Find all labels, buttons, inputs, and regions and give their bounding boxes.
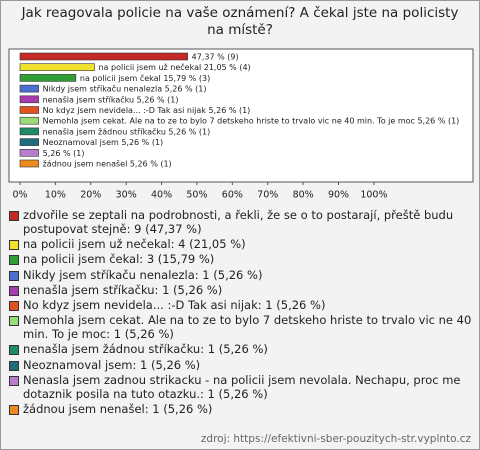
bar-value-label: žádnou jsem nenašel 5,26 % (1) bbox=[43, 159, 172, 169]
legend-item: Neoznamoval jsem: 1 (5,26 %) bbox=[9, 358, 475, 372]
legend-label: Neoznamoval jsem: 1 (5,26 %) bbox=[23, 357, 201, 372]
bar-value-label: 47,37 % (9) bbox=[192, 53, 239, 62]
bar bbox=[19, 95, 39, 104]
legend-label: nenašla jsem žádnou stříkačku: 1 (5,26 %… bbox=[23, 342, 268, 357]
bar bbox=[19, 74, 77, 82]
x-tick-label: 30% bbox=[116, 190, 137, 201]
legend-item: No kdyz jsem nevidela... :-D Tak asi nij… bbox=[9, 298, 475, 312]
x-tick-label: 90% bbox=[328, 190, 349, 201]
legend-label: Nenasla jsem zadnou strikacku - na polic… bbox=[23, 372, 461, 401]
bar bbox=[19, 138, 39, 146]
legend-label: na policii jsem čekal: 3 (15,79 %) bbox=[23, 252, 215, 267]
legend-item: nenašla jsem žádnou stříkačku: 1 (5,26 %… bbox=[9, 342, 475, 356]
legend-swatch bbox=[9, 375, 19, 386]
x-tick-label: 40% bbox=[151, 190, 172, 201]
source: zdroj: https://efektivni-sber-pouzitych-… bbox=[200, 433, 471, 445]
legend-item: nenašla jsem stříkačku: 1 (5,26 %) bbox=[9, 283, 475, 297]
legend: zdvořile se zeptali na podrobnosti, a ře… bbox=[9, 208, 475, 417]
chart: 0% 10% 20% 30% 40% 50% 60% 70% 80% 90% 100% 47,37 %… bbox=[8, 48, 474, 201]
legend-label: na policii jsem už nečekal: 4 (21,05 %) bbox=[23, 237, 246, 252]
bar bbox=[19, 116, 39, 125]
legend-swatch bbox=[9, 404, 19, 415]
legend-swatch bbox=[9, 316, 19, 327]
bar-value-label: No kdyz jsem nevidela... :-D Tak asi nij… bbox=[43, 106, 251, 115]
bar-value-label: 5,26 % (1) bbox=[43, 149, 85, 158]
x-tick-label: 20% bbox=[80, 190, 101, 201]
legend-item: Nikdy jsem stříkaču nenalezla: 1 (5,26 %… bbox=[9, 268, 475, 282]
x-tick-label: 50% bbox=[186, 190, 207, 201]
bar bbox=[19, 159, 39, 168]
legend-swatch bbox=[9, 360, 19, 371]
legend-swatch bbox=[9, 255, 19, 266]
bar-value-label: na policii jsem už nečekal 21,05 % (4) bbox=[98, 62, 250, 72]
legend-item: zdvořile se zeptali na podrobnosti, a ře… bbox=[9, 208, 475, 236]
bar bbox=[19, 127, 39, 136]
x-tick-label: 60% bbox=[222, 190, 243, 201]
legend-swatch bbox=[9, 345, 19, 356]
legend-item: Nenasla jsem zadnou strikacku - na polic… bbox=[9, 373, 475, 401]
bar bbox=[19, 52, 188, 61]
legend-item: na policii jsem už nečekal: 4 (21,05 %) bbox=[9, 237, 475, 251]
plot-area bbox=[8, 48, 474, 183]
legend-swatch bbox=[9, 240, 19, 251]
x-tick-label: 0% bbox=[12, 190, 27, 201]
x-tick-label: 100% bbox=[360, 190, 387, 201]
bar-value-label: nenašla jsem stříkačku 5,26 % (1) bbox=[43, 94, 179, 104]
bar-value-label: Neoznamoval jsem 5,26 % (1) bbox=[43, 138, 164, 147]
x-tick-label: 10% bbox=[45, 190, 66, 201]
legend-item: na policii jsem čekal: 3 (15,79 %) bbox=[9, 252, 475, 266]
bar bbox=[19, 106, 39, 114]
bar-value-label: na policii jsem čekal 15,79 % (3) bbox=[80, 73, 210, 83]
legend-label: žádnou jsem nenašel: 1 (5,26 %) bbox=[23, 401, 213, 416]
legend-swatch bbox=[9, 270, 19, 281]
x-tick-label: 80% bbox=[293, 190, 314, 201]
legend-label: Nemohla jsem cekat. Ale na to ze to bylo… bbox=[23, 313, 472, 342]
bar-value-label: nenašla jsem žádnou stříkačku 5,26 % (1) bbox=[43, 126, 211, 136]
legend-label: No kdyz jsem nevidela... :-D Tak asi nij… bbox=[23, 297, 326, 312]
legend-label: Nikdy jsem stříkaču nenalezla: 1 (5,26 %… bbox=[23, 267, 263, 282]
bar bbox=[19, 84, 39, 93]
legend-swatch bbox=[9, 300, 19, 311]
x-tick-label: 70% bbox=[257, 190, 278, 201]
legend-swatch bbox=[9, 211, 19, 221]
bar bbox=[19, 63, 95, 72]
legend-item: Nemohla jsem cekat. Ale na to ze to bylo… bbox=[9, 313, 475, 341]
legend-item: žádnou jsem nenašel: 1 (5,26 %) bbox=[9, 402, 475, 416]
bar-value-label: Nikdy jsem stříkaču nenalezla 5,26 % (1) bbox=[43, 84, 207, 94]
legend-label: zdvořile se zeptali na podrobnosti, a ře… bbox=[23, 208, 454, 236]
bar bbox=[19, 149, 39, 157]
bar-value-label: Nemohla jsem cekat. Ale na to ze to bylo… bbox=[43, 117, 460, 126]
legend-label: nenašla jsem stříkačku: 1 (5,26 %) bbox=[23, 282, 223, 297]
chart-title: Jak reagovala policie na vaše oznámení? … bbox=[21, 5, 459, 38]
legend-swatch bbox=[9, 285, 19, 296]
